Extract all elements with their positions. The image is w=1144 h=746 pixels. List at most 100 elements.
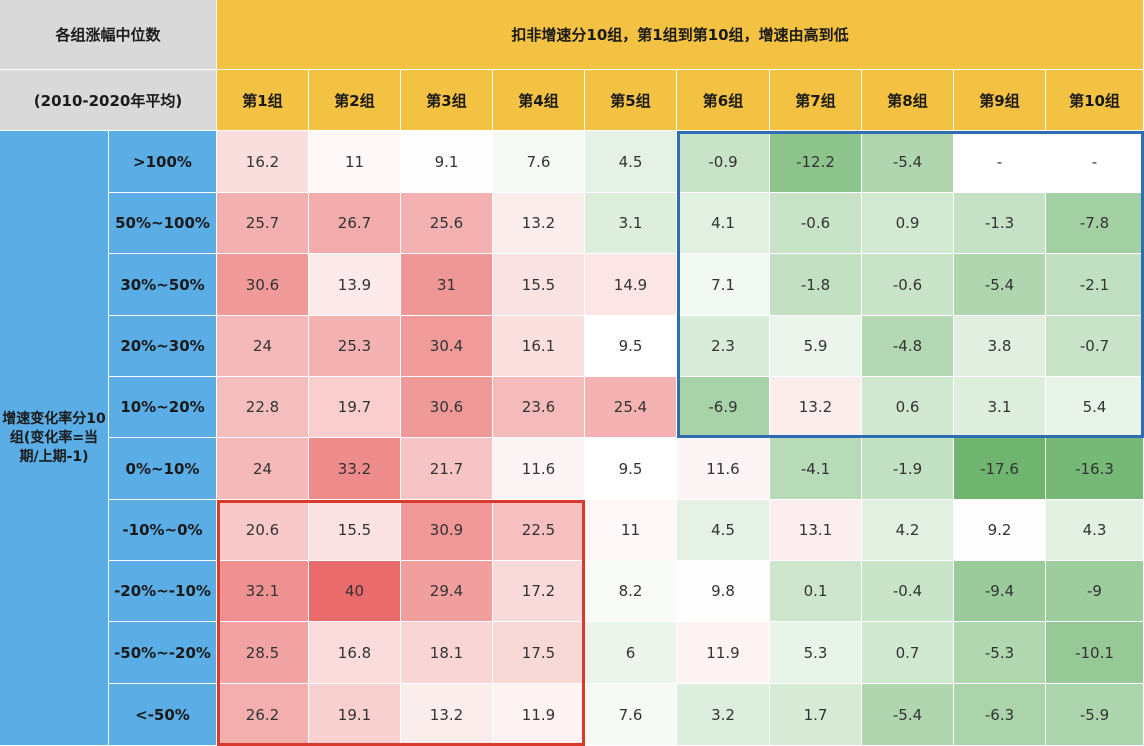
heatmap-cell: 7.6 <box>493 131 584 192</box>
heatmap-cell: -5.4 <box>862 684 953 745</box>
heatmap-cell: 16.8 <box>309 622 400 683</box>
heatmap-cell: 19.7 <box>309 377 400 437</box>
heatmap-cell: -5.4 <box>954 254 1045 315</box>
row-header: -10%~0% <box>109 500 216 560</box>
heatmap-cell: 25.4 <box>585 377 676 437</box>
heatmap-cell: 26.7 <box>309 193 400 253</box>
heatmap-cell: 29.4 <box>401 561 492 621</box>
heatmap-cell: 3.1 <box>954 377 1045 437</box>
heatmap-cell: 11 <box>309 131 400 192</box>
column-header: 第3组 <box>401 70 492 130</box>
heatmap-cell: 26.2 <box>217 684 308 745</box>
heatmap-cell: 25.3 <box>309 316 400 376</box>
row-header: <-50% <box>109 684 216 745</box>
heatmap-cell: 11 <box>585 500 676 560</box>
heatmap-cell: 3.2 <box>677 684 769 745</box>
heatmap-cell: -6.9 <box>677 377 769 437</box>
heatmap-cell: 5.4 <box>1046 377 1143 437</box>
heatmap-cell: - <box>954 131 1045 192</box>
heatmap-cell: 14.9 <box>585 254 676 315</box>
heatmap-cell: -0.6 <box>770 193 861 253</box>
heatmap-cell: -6.3 <box>954 684 1045 745</box>
heatmap-cell: 20.6 <box>217 500 308 560</box>
heatmap-cell: -0.7 <box>1046 316 1143 376</box>
column-header: 第10组 <box>1046 70 1143 130</box>
group-title: 扣非增速分10组，第1组到第10组，增速由高到低 <box>217 0 1143 69</box>
heatmap-cell: -9 <box>1046 561 1143 621</box>
heatmap-cell: 15.5 <box>309 500 400 560</box>
heatmap-cell: 0.1 <box>770 561 861 621</box>
column-header: 第8组 <box>862 70 953 130</box>
heatmap-cell: 6 <box>585 622 676 683</box>
row-header: 20%~30% <box>109 316 216 376</box>
column-header: 第9组 <box>954 70 1045 130</box>
heatmap-cell: 0.6 <box>862 377 953 437</box>
row-title: 增速变化率分10组(变化率=当期/上期-1) <box>0 131 108 745</box>
heatmap-cell: 19.1 <box>309 684 400 745</box>
heatmap-cell: 30.9 <box>401 500 492 560</box>
corner-title: 各组涨幅中位数 <box>0 0 216 69</box>
heatmap-cell: 23.6 <box>493 377 584 437</box>
heatmap-cell: -9.4 <box>954 561 1045 621</box>
heatmap-cell: -0.6 <box>862 254 953 315</box>
heatmap-cell: 17.2 <box>493 561 584 621</box>
heatmap-cell: 15.5 <box>493 254 584 315</box>
heatmap-cell: 21.7 <box>401 438 492 499</box>
heatmap-cell: 18.1 <box>401 622 492 683</box>
heatmap-cell: 11.9 <box>493 684 584 745</box>
row-header: 50%~100% <box>109 193 216 253</box>
heatmap-cell: -5.9 <box>1046 684 1143 745</box>
heatmap-cell: 17.5 <box>493 622 584 683</box>
heatmap-cell: -17.6 <box>954 438 1045 499</box>
heatmap-cell: -4.1 <box>770 438 861 499</box>
heatmap-cell: 4.5 <box>585 131 676 192</box>
heatmap-cell: 13.2 <box>770 377 861 437</box>
heatmap-cell: 1.7 <box>770 684 861 745</box>
heatmap-cell: 13.1 <box>770 500 861 560</box>
heatmap-cell: 2.3 <box>677 316 769 376</box>
heatmap-cell: -1.8 <box>770 254 861 315</box>
heatmap-cell: 25.7 <box>217 193 308 253</box>
heatmap-cell: 7.1 <box>677 254 769 315</box>
row-header: -50%~-20% <box>109 622 216 683</box>
heatmap-cell: 4.1 <box>677 193 769 253</box>
heatmap-cell: 3.8 <box>954 316 1045 376</box>
heatmap-cell: -1.3 <box>954 193 1045 253</box>
heatmap-cell: -10.1 <box>1046 622 1143 683</box>
heatmap-cell: 9.2 <box>954 500 1045 560</box>
heatmap-cell: 0.7 <box>862 622 953 683</box>
heatmap-cell: 16.1 <box>493 316 584 376</box>
heatmap-cell: -0.9 <box>677 131 769 192</box>
heatmap-cell: 11.9 <box>677 622 769 683</box>
heatmap-cell: -12.2 <box>770 131 861 192</box>
heatmap-cell: 5.3 <box>770 622 861 683</box>
heatmap-cell: 4.2 <box>862 500 953 560</box>
heatmap-cell: -1.9 <box>862 438 953 499</box>
heatmap-cell: 25.6 <box>401 193 492 253</box>
heatmap-cell: -16.3 <box>1046 438 1143 499</box>
column-header: 第7组 <box>770 70 861 130</box>
row-header: 30%~50% <box>109 254 216 315</box>
column-header: 第4组 <box>493 70 584 130</box>
heatmap-cell: 13.9 <box>309 254 400 315</box>
heatmap-cell: 33.2 <box>309 438 400 499</box>
heatmap-cell: 3.1 <box>585 193 676 253</box>
column-header: 第2组 <box>309 70 400 130</box>
heatmap-cell: 9.5 <box>585 438 676 499</box>
heatmap-cell: -5.3 <box>954 622 1045 683</box>
heatmap-cell: 5.9 <box>770 316 861 376</box>
row-header: >100% <box>109 131 216 192</box>
heatmap-cell: 28.5 <box>217 622 308 683</box>
heatmap-cell: 4.5 <box>677 500 769 560</box>
heatmap-cell: 31 <box>401 254 492 315</box>
heatmap-cell: 22.8 <box>217 377 308 437</box>
heatmap-cell: -7.8 <box>1046 193 1143 253</box>
heatmap-cell: -2.1 <box>1046 254 1143 315</box>
heatmap-cell: 30.6 <box>217 254 308 315</box>
heatmap-cell: 9.5 <box>585 316 676 376</box>
heatmap-cell: -5.4 <box>862 131 953 192</box>
heatmap-cell: 30.6 <box>401 377 492 437</box>
heatmap-cell: 8.2 <box>585 561 676 621</box>
heatmap-cell: -4.8 <box>862 316 953 376</box>
